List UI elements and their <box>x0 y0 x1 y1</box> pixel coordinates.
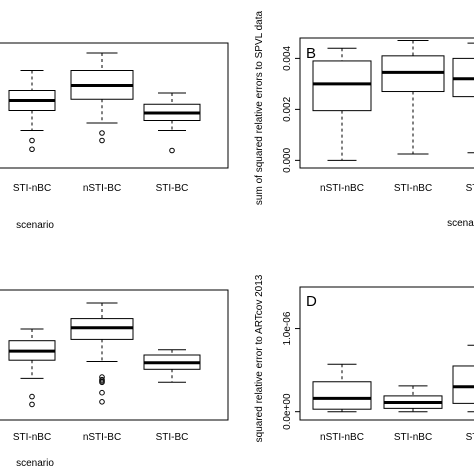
category-label: STI-BC <box>466 183 474 194</box>
outlier-point <box>169 147 175 154</box>
box-sti-bc <box>452 42 474 154</box>
x-axis-title: scenario <box>16 220 54 231</box>
x-axis-title: scenario <box>16 458 54 469</box>
outlier-point <box>99 374 105 380</box>
outlier-point <box>99 137 105 144</box>
category-label: STI-nBC <box>13 183 51 194</box>
box-nsti-nbc <box>312 47 372 161</box>
outlier-point <box>99 130 105 136</box>
plot-frame <box>299 37 474 169</box>
outlier-point <box>29 393 35 400</box>
box-nsti-bc <box>70 302 134 405</box>
box-sti-nbc <box>8 70 56 153</box>
iqr-box <box>452 365 474 404</box>
box-sti-bc <box>143 349 201 383</box>
y-tick-label: 0.000 <box>282 147 293 172</box>
category-label: STI-nBC <box>394 432 432 443</box>
panel-a: STI-nBC nSTI-BC STI-BC scenario <box>0 42 229 231</box>
category-label: STI-BC <box>156 432 189 443</box>
category-label: STI-nBC <box>394 183 432 194</box>
y-tick-label: 0.002 <box>282 96 293 121</box>
category-label: nSTI-nBC <box>320 432 364 443</box>
iqr-box <box>312 381 372 410</box>
category-label: nSTI-BC <box>83 432 121 443</box>
category-label: STI-BC <box>156 183 189 194</box>
panel-letter: B <box>306 45 316 62</box>
category-label: nSTI-BC <box>83 183 121 194</box>
y-tick-label: 1.0e-06 <box>282 311 293 345</box>
panel-c: STI-nBC nSTI-BC STI-BC scenario <box>0 289 229 469</box>
box-nsti-bc <box>70 52 134 144</box>
box-sti-nbc <box>383 385 443 413</box>
outlier-point <box>99 399 105 405</box>
iqr-box <box>312 60 372 112</box>
box-sti-bc <box>452 344 474 413</box>
plot-frame <box>299 286 474 421</box>
y-axis-title: squared relative error to ARTcov 2013 <box>254 274 265 442</box>
category-label: nSTI-nBC <box>320 183 364 194</box>
box-nsti-nbc <box>312 363 372 413</box>
box-sti-bc <box>143 92 201 154</box>
outlier-point <box>99 379 105 386</box>
category-label: STI-BC <box>466 432 474 443</box>
outlier-point <box>29 137 35 144</box>
outlier-point <box>29 401 35 408</box>
y-axis-title: sum of squared relative errors to SPVL d… <box>254 10 265 205</box>
panel-letter: D <box>306 293 317 310</box>
plot-frame <box>0 289 229 421</box>
category-label: STI-nBC <box>13 432 51 443</box>
box-sti-nbc <box>381 40 445 155</box>
y-tick-label: 0.004 <box>282 45 293 70</box>
y-tick-label: 0.0e+00 <box>282 393 293 430</box>
x-axis-title: scenario <box>447 218 474 229</box>
plot-frame <box>0 42 229 169</box>
outlier-point <box>99 389 105 396</box>
outlier-point <box>29 146 35 153</box>
box-sti-nbc <box>8 328 56 408</box>
